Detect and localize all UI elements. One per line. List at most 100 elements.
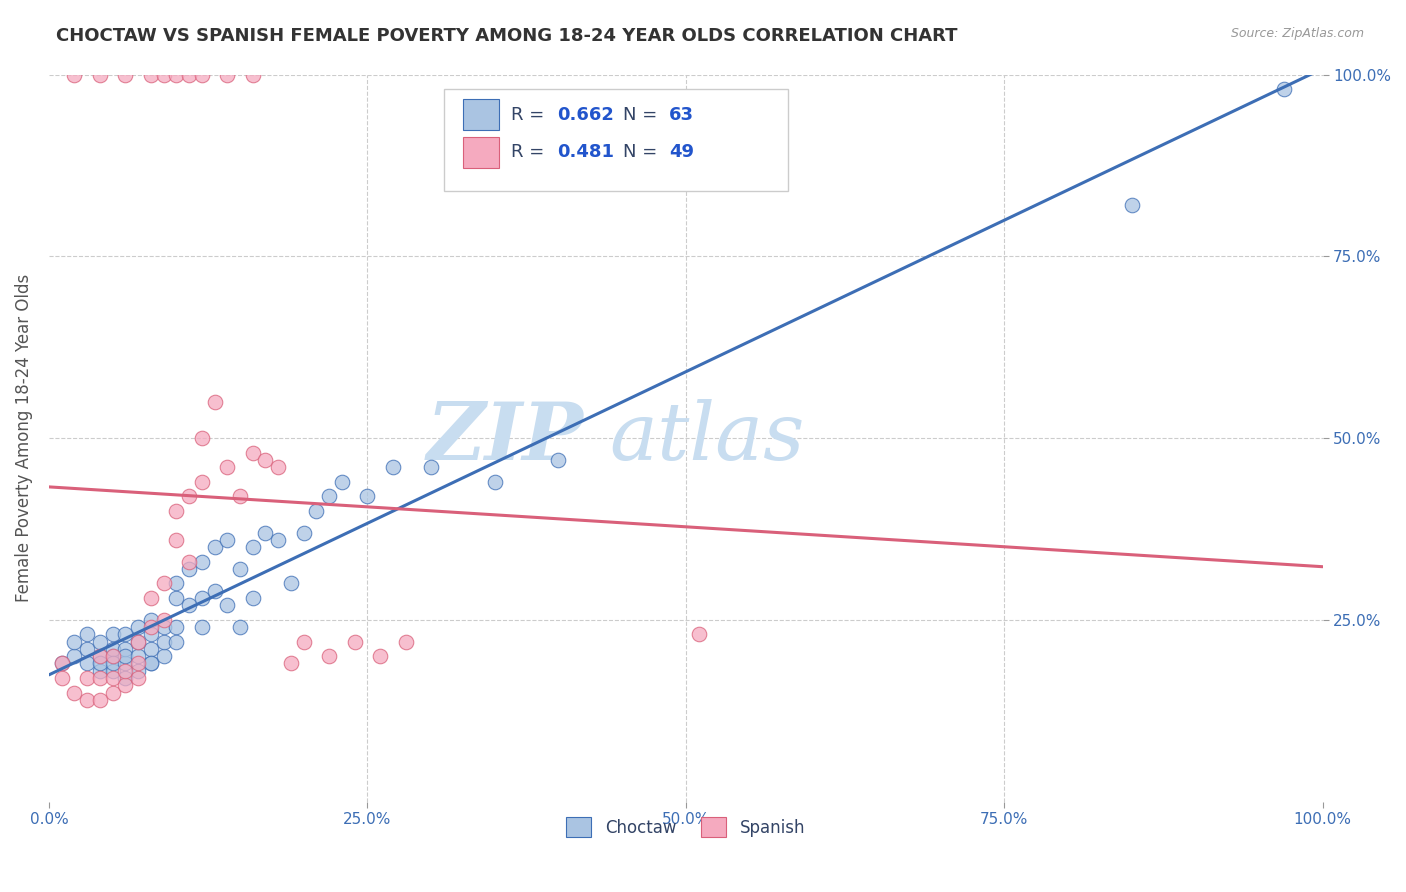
Point xyxy=(217,533,239,547)
Point xyxy=(139,657,162,671)
Point xyxy=(165,68,187,82)
Point xyxy=(51,657,73,671)
Point xyxy=(114,68,136,82)
Point xyxy=(89,671,111,685)
Point xyxy=(139,641,162,656)
Point xyxy=(127,634,149,648)
Point xyxy=(292,634,315,648)
Point xyxy=(292,525,315,540)
Point xyxy=(127,671,149,685)
Point xyxy=(217,460,239,475)
Point xyxy=(204,540,226,554)
Point xyxy=(191,620,214,634)
Point xyxy=(242,68,264,82)
Point xyxy=(76,641,98,656)
Point xyxy=(89,693,111,707)
Point xyxy=(63,634,86,648)
Point xyxy=(139,620,162,634)
Point xyxy=(152,68,174,82)
Point xyxy=(101,641,124,656)
Text: Source: ZipAtlas.com: Source: ZipAtlas.com xyxy=(1230,27,1364,40)
FancyBboxPatch shape xyxy=(444,89,787,191)
Point xyxy=(76,693,98,707)
Point xyxy=(254,453,277,467)
Point xyxy=(101,685,124,699)
Point xyxy=(101,649,124,664)
Point xyxy=(356,489,378,503)
Point xyxy=(89,68,111,82)
Point xyxy=(229,562,252,576)
Point xyxy=(51,671,73,685)
Point xyxy=(114,657,136,671)
Point xyxy=(139,627,162,641)
Point xyxy=(152,634,174,648)
Point xyxy=(204,583,226,598)
Point xyxy=(89,649,111,664)
Point xyxy=(89,649,111,664)
Point xyxy=(76,627,98,641)
Point xyxy=(89,657,111,671)
Point xyxy=(420,460,443,475)
Point xyxy=(127,649,149,664)
Point xyxy=(165,620,187,634)
Point xyxy=(204,394,226,409)
Text: N =: N = xyxy=(623,144,664,161)
Point xyxy=(152,649,174,664)
Point xyxy=(217,599,239,613)
Point xyxy=(139,591,162,605)
Point xyxy=(76,657,98,671)
Point xyxy=(242,445,264,459)
Point xyxy=(127,664,149,678)
Text: R =: R = xyxy=(512,144,550,161)
Text: 0.481: 0.481 xyxy=(557,144,614,161)
Point xyxy=(191,431,214,445)
Point xyxy=(318,649,340,664)
Point xyxy=(381,460,404,475)
Point xyxy=(152,613,174,627)
Point xyxy=(101,657,124,671)
Point xyxy=(1272,82,1295,96)
Point xyxy=(280,657,302,671)
Text: N =: N = xyxy=(623,105,664,123)
Point xyxy=(152,576,174,591)
Text: ZIP: ZIP xyxy=(427,400,583,477)
Point xyxy=(165,591,187,605)
Point xyxy=(139,68,162,82)
Point xyxy=(267,533,290,547)
Point xyxy=(139,613,162,627)
Point xyxy=(280,576,302,591)
Point xyxy=(484,475,506,489)
Point xyxy=(152,620,174,634)
Point xyxy=(114,664,136,678)
Point xyxy=(114,649,136,664)
Point xyxy=(217,68,239,82)
Point xyxy=(51,657,73,671)
Point xyxy=(177,489,200,503)
Text: 0.662: 0.662 xyxy=(557,105,614,123)
Point xyxy=(101,627,124,641)
Point xyxy=(76,671,98,685)
Point xyxy=(229,620,252,634)
Point xyxy=(114,671,136,685)
Point xyxy=(177,562,200,576)
Point xyxy=(165,533,187,547)
Point xyxy=(330,475,353,489)
Point xyxy=(305,504,328,518)
Text: R =: R = xyxy=(512,105,550,123)
Point xyxy=(127,620,149,634)
Legend: Choctaw, Spanish: Choctaw, Spanish xyxy=(560,811,811,844)
Point xyxy=(63,68,86,82)
Point xyxy=(368,649,391,664)
Point xyxy=(63,649,86,664)
Point xyxy=(242,540,264,554)
FancyBboxPatch shape xyxy=(463,99,499,129)
FancyBboxPatch shape xyxy=(463,137,499,168)
Text: atlas: atlas xyxy=(609,400,804,477)
Point xyxy=(101,664,124,678)
Point xyxy=(191,555,214,569)
Point xyxy=(101,649,124,664)
Point xyxy=(165,634,187,648)
Point xyxy=(177,68,200,82)
Point xyxy=(63,685,86,699)
Point xyxy=(139,657,162,671)
